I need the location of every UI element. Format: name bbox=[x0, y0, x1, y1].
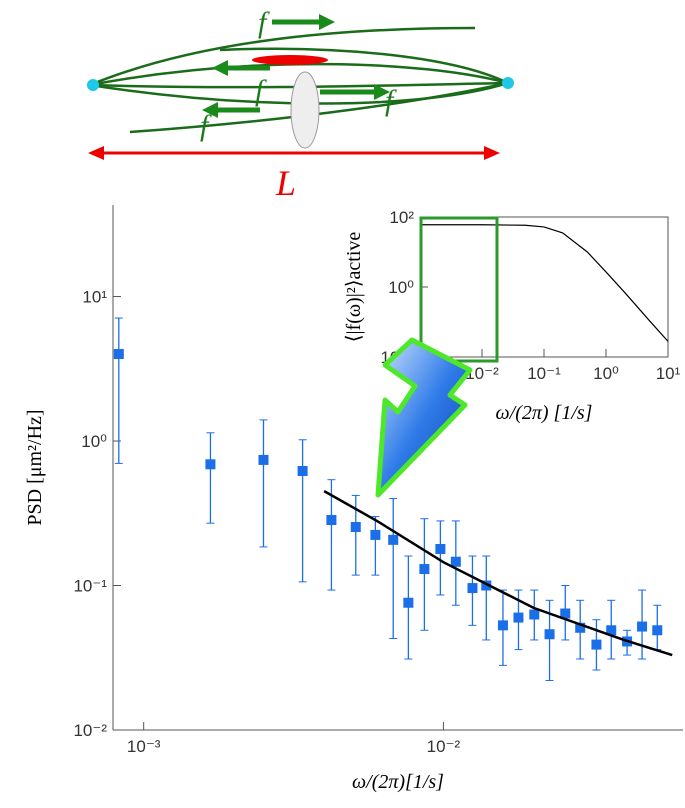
marker bbox=[370, 529, 381, 540]
x-tick-label: 10⁻¹ bbox=[527, 364, 561, 383]
y-tick-label: 10⁰ bbox=[388, 278, 414, 297]
x-tick-label: 10⁻² bbox=[427, 737, 461, 756]
zoom-arrow bbox=[375, 337, 473, 498]
marker bbox=[575, 622, 586, 633]
pole bbox=[87, 79, 99, 91]
marker bbox=[450, 556, 461, 567]
filament bbox=[89, 26, 476, 87]
marker bbox=[297, 466, 308, 477]
highlight-box bbox=[419, 216, 499, 363]
line bbox=[323, 490, 673, 657]
marker bbox=[419, 564, 430, 575]
filament bbox=[89, 81, 509, 105]
line bbox=[420, 224, 669, 342]
y-tick-label: 10⁻² bbox=[73, 721, 107, 740]
length-label: L bbox=[275, 163, 296, 203]
y-tick-label: 10⁰ bbox=[81, 432, 107, 451]
filament bbox=[219, 47, 509, 85]
x-tick-label: 10⁻³ bbox=[127, 737, 161, 756]
x-tick-label: 10¹ bbox=[656, 364, 681, 383]
filament bbox=[129, 81, 509, 134]
pole bbox=[502, 77, 514, 89]
marker bbox=[350, 522, 361, 533]
marker bbox=[606, 625, 617, 636]
filament bbox=[89, 62, 509, 87]
marker bbox=[560, 608, 571, 619]
y-tick-label: 10⁻¹ bbox=[73, 577, 107, 596]
marker bbox=[497, 620, 508, 631]
marker bbox=[205, 459, 216, 470]
x-tick-label: 10⁰ bbox=[593, 364, 619, 383]
filament bbox=[89, 81, 509, 89]
marker bbox=[513, 612, 524, 623]
plot-area bbox=[419, 216, 669, 358]
marker bbox=[529, 609, 540, 620]
marker bbox=[258, 454, 269, 465]
y-tick-label: 10¹ bbox=[82, 288, 107, 307]
marker bbox=[435, 543, 446, 554]
marker bbox=[591, 639, 602, 650]
y-axis-label: ⟨|f(ω)|²⟩active bbox=[343, 232, 365, 343]
marker bbox=[113, 349, 124, 360]
marker bbox=[388, 534, 399, 545]
marker bbox=[467, 583, 478, 594]
x-tick-label: 10⁻² bbox=[465, 364, 499, 383]
force-arrows bbox=[215, 19, 375, 113]
motor bbox=[252, 55, 328, 65]
marker bbox=[403, 597, 414, 608]
diagram bbox=[87, 14, 514, 160]
marker bbox=[652, 625, 663, 636]
marker bbox=[637, 621, 648, 632]
x-axis-label: ω/(2π) [1/s] bbox=[496, 402, 593, 424]
y-tick-label: 10² bbox=[389, 208, 414, 227]
marker bbox=[326, 515, 337, 526]
marker bbox=[544, 629, 555, 640]
x-axis-label: ω/(2π)[1/s] bbox=[352, 771, 444, 793]
y-axis-label: PSD [μm²/Hz] bbox=[24, 409, 46, 525]
chromosome bbox=[290, 71, 320, 149]
marker bbox=[481, 580, 492, 591]
force-label: f bbox=[258, 6, 270, 39]
